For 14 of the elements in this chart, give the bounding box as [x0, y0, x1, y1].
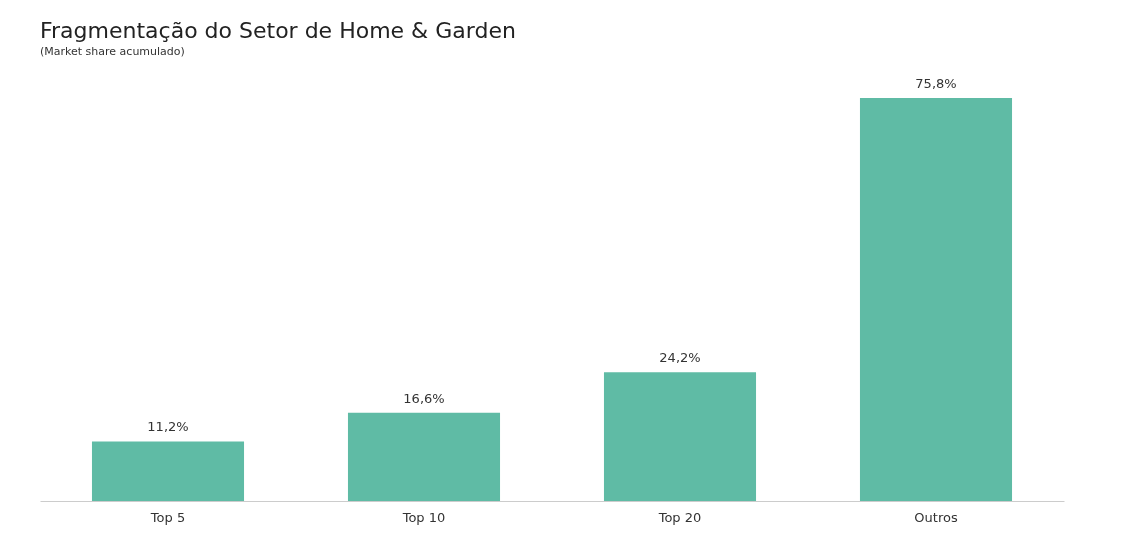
chart-title: Fragmentação do Setor de Home & Garden	[40, 18, 516, 43]
bar	[603, 372, 757, 501]
data-label: 75,8%	[915, 76, 957, 91]
bar	[347, 412, 501, 501]
x-tick-label: Top 5	[149, 509, 186, 525]
x-tick-label: Outros	[914, 509, 958, 525]
x-tick-label: Top 10	[401, 509, 446, 525]
data-label: 16,6%	[403, 390, 445, 406]
chart-subtitle: (Market share acumulado)	[40, 45, 185, 58]
data-label: 24,2%	[659, 350, 701, 366]
bar	[91, 441, 245, 501]
data-label: 11,2%	[147, 419, 189, 435]
x-tick-label: Top 20	[657, 509, 702, 525]
bar	[859, 98, 1013, 501]
